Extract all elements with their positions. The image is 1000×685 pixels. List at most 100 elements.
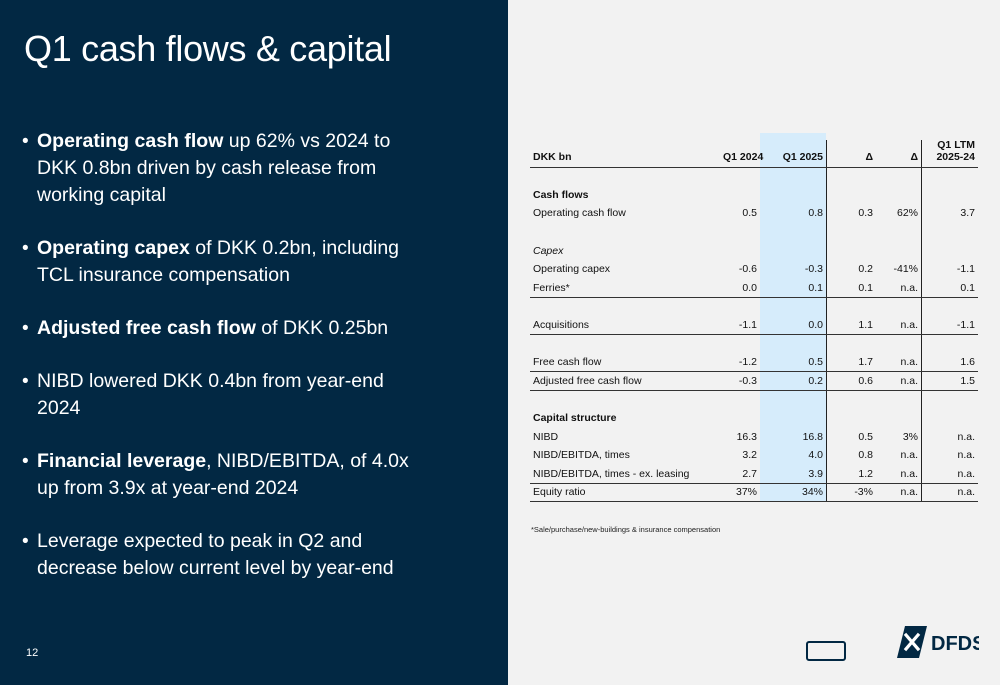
- dfds-cross-logo-icon: DFDS: [897, 626, 985, 658]
- table-row: NIBD/EBITDA, times - ex. leasing 2.7 3.9…: [530, 464, 978, 484]
- cash-flow-table: DKK bn Q1 2024 Q1 2025 Δ Δ Q1 LTM 2025-24…: [530, 133, 978, 503]
- bullet-text: Leverage expected to peak in Q2 and decr…: [37, 530, 394, 579]
- table-row: Operating capex -0.6 -0.3 0.2 -41% -1.1: [530, 260, 978, 279]
- right-panel: [508, 0, 1000, 685]
- cell-delta-pct: n.a.: [876, 371, 921, 391]
- cell-q1-2025: 34%: [760, 483, 826, 503]
- cell-ltm: n.a.: [957, 430, 975, 443]
- table-row: Equity ratio 37% 34% -3% n.a. n.a.: [530, 483, 978, 503]
- cell-delta-pct: n.a.: [876, 464, 921, 484]
- header-ltm: Q1 LTM 2025-24: [921, 133, 978, 168]
- cell-delta-pct: n.a.: [876, 352, 921, 373]
- row-label: Adjusted free cash flow: [530, 371, 720, 391]
- bullet-bold: Financial leverage: [37, 450, 207, 472]
- slide-title: Q1 cash flows & capital: [24, 28, 392, 69]
- cell-delta-abs: 0.1: [826, 278, 876, 298]
- bullet-nibd: NIBD lowered DKK 0.4bn from year-end 202…: [22, 368, 422, 422]
- cell-ltm: 3.7: [960, 207, 975, 220]
- row-label: Equity ratio: [530, 483, 720, 503]
- row-label: NIBD: [533, 430, 559, 443]
- cell-delta-pct: n.a.: [900, 449, 918, 462]
- cell-delta-abs: 0.6: [826, 371, 876, 391]
- section-label: Cash flows: [533, 188, 589, 201]
- cell-q1-2024: 3.2: [742, 449, 757, 462]
- cell-ltm: -1.1: [956, 263, 975, 276]
- cell-q1-2025: -0.3: [804, 263, 823, 276]
- cell-delta-abs: 0.2: [858, 263, 873, 276]
- section-label: Capex: [533, 244, 564, 257]
- cell-q1-2024: -1.1: [720, 315, 760, 335]
- spacer-row: [530, 334, 978, 353]
- cell-delta-abs: 1.2: [826, 464, 876, 484]
- cell-ltm: -1.1: [921, 315, 978, 335]
- table-row: Operating cash flow 0.5 0.8 0.3 62% 3.7: [530, 204, 978, 223]
- cell-q1-2024: -0.6: [738, 263, 757, 276]
- section-row: Cash flows: [530, 186, 978, 205]
- header-ltm-line1: Q1 LTM: [937, 138, 975, 151]
- spacer-row: [530, 297, 978, 316]
- page-number: 12: [26, 647, 39, 659]
- cell-delta-abs: 1.7: [826, 352, 876, 373]
- table-row: Ferries* 0.0 0.1 0.1 n.a. 0.1: [530, 278, 978, 298]
- bullet-text: up 62% vs 2024 to DKK 0.8bn driven by ca…: [37, 130, 391, 206]
- cell-q1-2025: 3.9: [760, 464, 826, 484]
- row-label: NIBD/EBITDA, times: [533, 449, 630, 462]
- cell-q1-2025: 0.0: [760, 315, 826, 335]
- bullet-operating-capex: Operating capex of DKK 0.2bn, including …: [22, 235, 422, 289]
- cell-q1-2024: 0.0: [720, 278, 760, 298]
- dfds-logo: DFDS: [897, 626, 985, 658]
- cell-ltm: 0.1: [921, 278, 978, 298]
- section-label: Capital structure: [533, 412, 617, 425]
- table-row: NIBD 16.3 16.8 0.5 3% n.a.: [530, 427, 978, 446]
- slide-nav-button[interactable]: [806, 641, 846, 661]
- bullet-adjusted-fcf: Adjusted free cash flow of DKK 0.25bn: [22, 315, 422, 342]
- bullet-text: , NIBD/EBITDA, of 4.0x up from 3.9x at y…: [37, 450, 409, 499]
- table-row: Acquisitions -1.1 0.0 1.1 n.a. -1.1: [530, 315, 978, 335]
- header-q1-2025: Q1 2025: [760, 133, 826, 168]
- cell-ltm: n.a.: [921, 483, 978, 503]
- header-q1-2024: Q1 2024: [720, 133, 763, 168]
- row-label: Free cash flow: [530, 352, 720, 373]
- spacer-row: [530, 390, 978, 409]
- row-label: Operating capex: [533, 263, 611, 276]
- cell-q1-2025: 16.8: [802, 430, 823, 443]
- bullet-text: of DKK 0.25bn: [255, 317, 389, 339]
- cell-delta-abs: 1.1: [826, 315, 876, 335]
- left-panel: Q1 cash flows & capital Operating cash f…: [0, 0, 508, 685]
- cell-ltm: n.a.: [957, 449, 975, 462]
- cell-delta-abs: 0.5: [858, 430, 873, 443]
- cell-delta-pct: -41%: [893, 263, 918, 276]
- header-delta-pct: Δ: [876, 133, 921, 168]
- row-label: Ferries*: [530, 278, 720, 298]
- cell-q1-2025: 0.2: [760, 371, 826, 391]
- row-label: Operating cash flow: [533, 207, 626, 220]
- header-ltm-line2: 2025-24: [936, 150, 975, 163]
- bullet-text: of DKK 0.2bn, including TCL insurance co…: [37, 237, 400, 286]
- table-header-row: DKK bn Q1 2024 Q1 2025 Δ Δ Q1 LTM 2025-24: [530, 133, 978, 168]
- cell-q1-2025: 0.8: [808, 207, 823, 220]
- bullet-financial-leverage: Financial leverage, NIBD/EBITDA, of 4.0x…: [22, 448, 422, 502]
- cell-ltm: 1.5: [921, 371, 978, 391]
- row-label: NIBD/EBITDA, times - ex. leasing: [530, 464, 720, 484]
- cell-ltm: n.a.: [921, 464, 978, 484]
- cell-q1-2024: 16.3: [736, 430, 757, 443]
- table-row: Adjusted free cash flow -0.3 0.2 0.6 n.a…: [530, 371, 978, 391]
- table-row: Free cash flow -1.2 0.5 1.7 n.a. 1.6: [530, 352, 978, 373]
- cell-delta-pct: n.a.: [876, 315, 921, 335]
- table-row: NIBD/EBITDA, times 3.2 4.0 0.8 n.a. n.a.: [530, 446, 978, 465]
- logo-text: DFDS: [931, 633, 979, 655]
- cell-q1-2024: 2.7: [720, 464, 760, 484]
- cell-delta-pct: 3%: [902, 430, 918, 443]
- cell-delta-abs: -3%: [826, 483, 876, 503]
- cell-delta-pct: n.a.: [876, 278, 921, 298]
- bullet-text: NIBD lowered DKK 0.4bn from year-end 202…: [37, 370, 384, 419]
- cell-q1-2024: -1.2: [720, 352, 760, 373]
- cell-delta-pct: 62%: [896, 207, 918, 220]
- cell-delta-pct: n.a.: [876, 483, 921, 503]
- bullet-operating-cash-flow: Operating cash flow up 62% vs 2024 to DK…: [22, 128, 422, 209]
- bullet-bold: Operating capex: [37, 237, 190, 259]
- header-delta-abs: Δ: [826, 133, 876, 168]
- bullet-leverage-outlook: Leverage expected to peak in Q2 and decr…: [22, 528, 422, 582]
- cell-q1-2024: -0.3: [720, 371, 760, 391]
- bullet-bold: Operating cash flow: [37, 130, 224, 152]
